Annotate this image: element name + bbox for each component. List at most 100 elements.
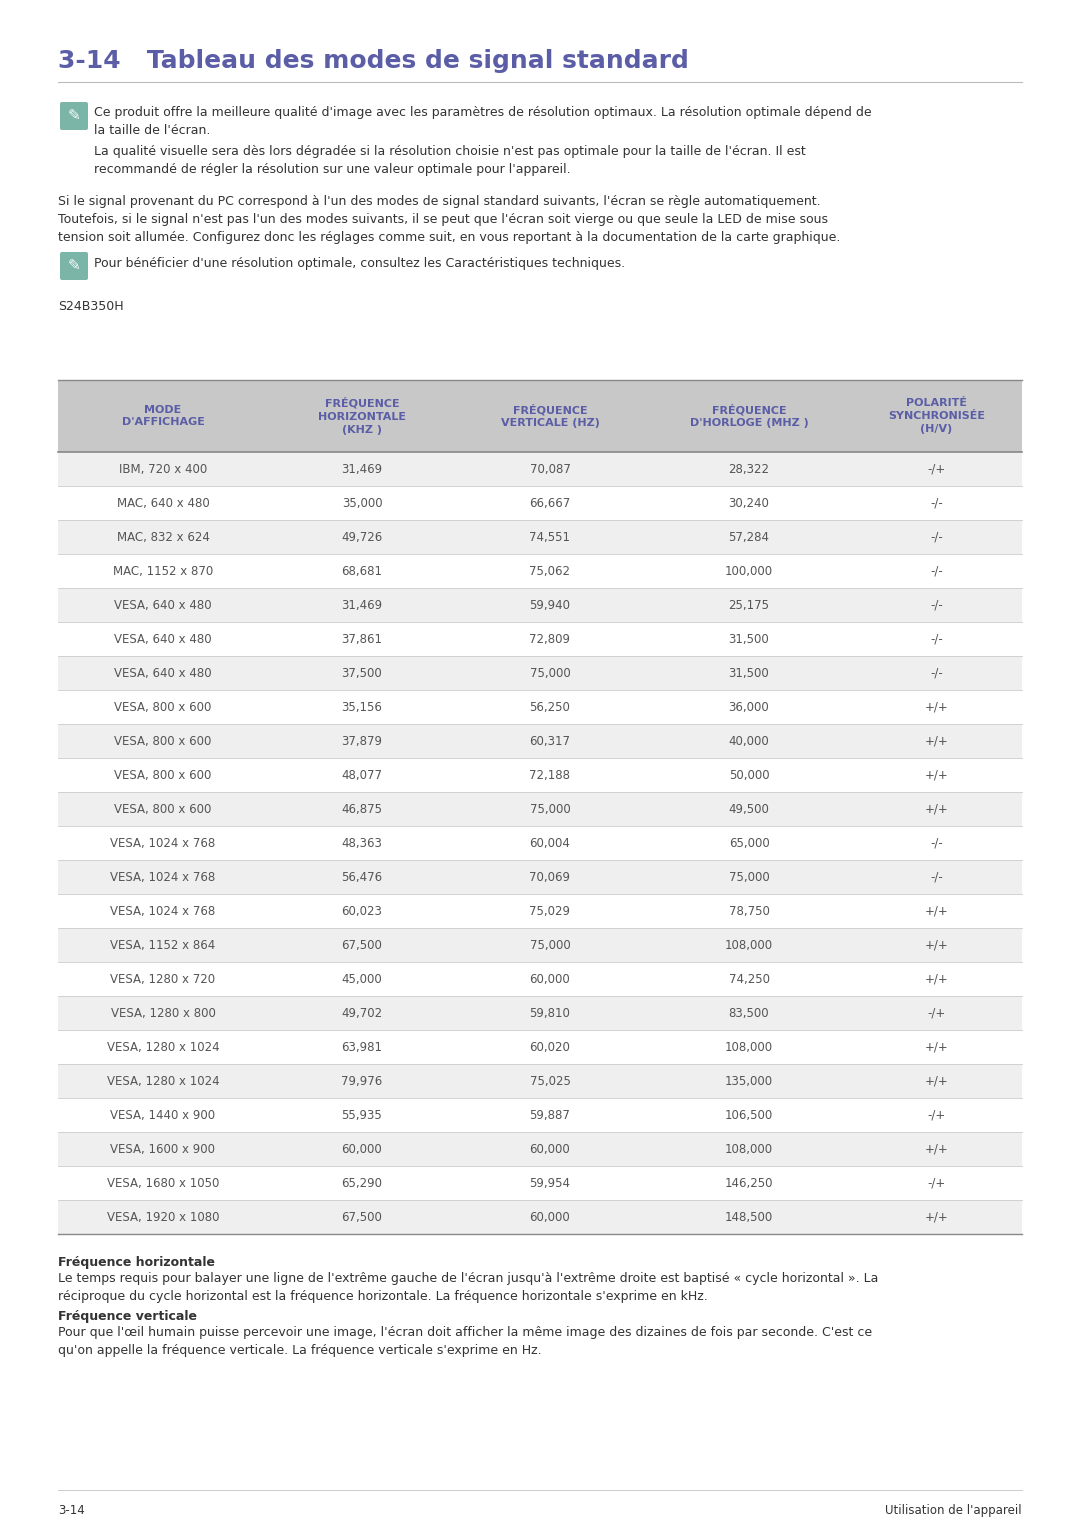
Text: VESA, 1280 x 1024: VESA, 1280 x 1024 bbox=[107, 1075, 219, 1087]
Text: +/+: +/+ bbox=[924, 904, 948, 918]
Text: 25,175: 25,175 bbox=[729, 599, 769, 611]
Text: +/+: +/+ bbox=[924, 734, 948, 748]
Text: 72,809: 72,809 bbox=[529, 632, 570, 646]
Text: VESA, 800 x 600: VESA, 800 x 600 bbox=[114, 803, 212, 815]
Text: 148,500: 148,500 bbox=[725, 1211, 773, 1223]
Bar bbox=[58, 793, 1022, 826]
Text: 70,087: 70,087 bbox=[529, 463, 570, 475]
Text: 50,000: 50,000 bbox=[729, 768, 769, 782]
Text: Pour bénéficier d'une résolution optimale, consultez les Caractéristiques techni: Pour bénéficier d'une résolution optimal… bbox=[94, 257, 625, 270]
Bar bbox=[58, 1200, 1022, 1234]
Text: Fréquence verticale: Fréquence verticale bbox=[58, 1310, 197, 1322]
Text: -/-: -/- bbox=[930, 565, 943, 577]
Text: Fréquence horizontale: Fréquence horizontale bbox=[58, 1257, 215, 1269]
Bar bbox=[58, 486, 1022, 521]
Text: IBM, 720 x 400: IBM, 720 x 400 bbox=[119, 463, 207, 475]
Text: 60,023: 60,023 bbox=[341, 904, 382, 918]
Text: 49,726: 49,726 bbox=[341, 530, 382, 544]
Text: S24B350H: S24B350H bbox=[58, 299, 123, 313]
Text: VESA, 1680 x 1050: VESA, 1680 x 1050 bbox=[107, 1176, 219, 1190]
Text: 66,667: 66,667 bbox=[529, 496, 570, 510]
Text: 75,029: 75,029 bbox=[529, 904, 570, 918]
Text: MAC, 1152 x 870: MAC, 1152 x 870 bbox=[113, 565, 213, 577]
Text: FRÉQUENCE
HORIZONTALE
(KHZ ): FRÉQUENCE HORIZONTALE (KHZ ) bbox=[318, 397, 406, 435]
Bar bbox=[58, 554, 1022, 588]
Bar bbox=[58, 757, 1022, 793]
Text: 48,077: 48,077 bbox=[341, 768, 382, 782]
Text: 37,879: 37,879 bbox=[341, 734, 382, 748]
Text: 108,000: 108,000 bbox=[725, 939, 773, 951]
Text: Ce produit offre la meilleure qualité d'image avec les paramètres de résolution : Ce produit offre la meilleure qualité d'… bbox=[94, 105, 872, 137]
Bar bbox=[58, 860, 1022, 893]
Text: 78,750: 78,750 bbox=[729, 904, 769, 918]
Text: -/-: -/- bbox=[930, 599, 943, 611]
Text: 79,976: 79,976 bbox=[341, 1075, 382, 1087]
Text: VESA, 1152 x 864: VESA, 1152 x 864 bbox=[110, 939, 216, 951]
Text: 59,810: 59,810 bbox=[529, 1006, 570, 1020]
Text: 49,702: 49,702 bbox=[341, 1006, 382, 1020]
Text: 60,020: 60,020 bbox=[529, 1040, 570, 1054]
Text: 100,000: 100,000 bbox=[725, 565, 773, 577]
Text: 75,000: 75,000 bbox=[729, 870, 769, 884]
Text: FRÉQUENCE
VERTICALE (HZ): FRÉQUENCE VERTICALE (HZ) bbox=[500, 403, 599, 428]
Text: 37,861: 37,861 bbox=[341, 632, 382, 646]
Text: 75,000: 75,000 bbox=[529, 803, 570, 815]
Text: ✎: ✎ bbox=[68, 258, 80, 273]
Text: VESA, 1024 x 768: VESA, 1024 x 768 bbox=[110, 904, 216, 918]
Bar bbox=[58, 1132, 1022, 1167]
Bar bbox=[58, 893, 1022, 928]
Text: 75,000: 75,000 bbox=[529, 939, 570, 951]
Bar bbox=[58, 1167, 1022, 1200]
Text: -/-: -/- bbox=[930, 870, 943, 884]
Text: Le temps requis pour balayer une ligne de l'extrême gauche de l'écran jusqu'à l': Le temps requis pour balayer une ligne d… bbox=[58, 1272, 878, 1303]
Text: 63,981: 63,981 bbox=[341, 1040, 382, 1054]
Text: VESA, 640 x 480: VESA, 640 x 480 bbox=[114, 666, 212, 680]
Text: 49,500: 49,500 bbox=[729, 803, 769, 815]
Text: 48,363: 48,363 bbox=[341, 837, 382, 849]
Text: +/+: +/+ bbox=[924, 701, 948, 713]
Text: MAC, 640 x 480: MAC, 640 x 480 bbox=[117, 496, 210, 510]
Text: 60,000: 60,000 bbox=[529, 1211, 570, 1223]
Text: +/+: +/+ bbox=[924, 803, 948, 815]
Text: VESA, 1280 x 720: VESA, 1280 x 720 bbox=[110, 973, 216, 985]
Bar bbox=[58, 962, 1022, 996]
Text: +/+: +/+ bbox=[924, 1211, 948, 1223]
Text: VESA, 640 x 480: VESA, 640 x 480 bbox=[114, 632, 212, 646]
Text: -/-: -/- bbox=[930, 530, 943, 544]
Text: 60,317: 60,317 bbox=[529, 734, 570, 748]
Text: +/+: +/+ bbox=[924, 1142, 948, 1156]
Bar bbox=[58, 657, 1022, 690]
Bar bbox=[58, 1064, 1022, 1098]
Bar bbox=[58, 452, 1022, 486]
Text: POLARITÉ
SYNCHRONISÉE
(H/V): POLARITÉ SYNCHRONISÉE (H/V) bbox=[888, 399, 985, 434]
Text: VESA, 1024 x 768: VESA, 1024 x 768 bbox=[110, 837, 216, 849]
Text: 56,250: 56,250 bbox=[529, 701, 570, 713]
Text: +/+: +/+ bbox=[924, 1075, 948, 1087]
Text: 46,875: 46,875 bbox=[341, 803, 382, 815]
Text: Utilisation de l'appareil: Utilisation de l'appareil bbox=[886, 1504, 1022, 1516]
Text: MODE
D'AFFICHAGE: MODE D'AFFICHAGE bbox=[122, 405, 204, 428]
Text: Si le signal provenant du PC correspond à l'un des modes de signal standard suiv: Si le signal provenant du PC correspond … bbox=[58, 195, 840, 244]
Text: 59,954: 59,954 bbox=[529, 1176, 570, 1190]
Text: MAC, 832 x 624: MAC, 832 x 624 bbox=[117, 530, 210, 544]
Text: VESA, 640 x 480: VESA, 640 x 480 bbox=[114, 599, 212, 611]
Text: 31,500: 31,500 bbox=[729, 632, 769, 646]
Text: 56,476: 56,476 bbox=[341, 870, 382, 884]
Text: 74,250: 74,250 bbox=[729, 973, 769, 985]
Bar bbox=[58, 380, 1022, 452]
Text: 45,000: 45,000 bbox=[341, 973, 382, 985]
Text: 70,069: 70,069 bbox=[529, 870, 570, 884]
Bar bbox=[58, 928, 1022, 962]
Text: 65,000: 65,000 bbox=[729, 837, 769, 849]
Text: 67,500: 67,500 bbox=[341, 939, 382, 951]
Text: 57,284: 57,284 bbox=[729, 530, 769, 544]
Text: -/-: -/- bbox=[930, 632, 943, 646]
Text: 60,000: 60,000 bbox=[341, 1142, 382, 1156]
FancyBboxPatch shape bbox=[60, 252, 87, 279]
Text: +/+: +/+ bbox=[924, 939, 948, 951]
Text: 72,188: 72,188 bbox=[529, 768, 570, 782]
FancyBboxPatch shape bbox=[60, 102, 87, 130]
Text: 108,000: 108,000 bbox=[725, 1040, 773, 1054]
Bar bbox=[58, 521, 1022, 554]
Text: 28,322: 28,322 bbox=[729, 463, 769, 475]
